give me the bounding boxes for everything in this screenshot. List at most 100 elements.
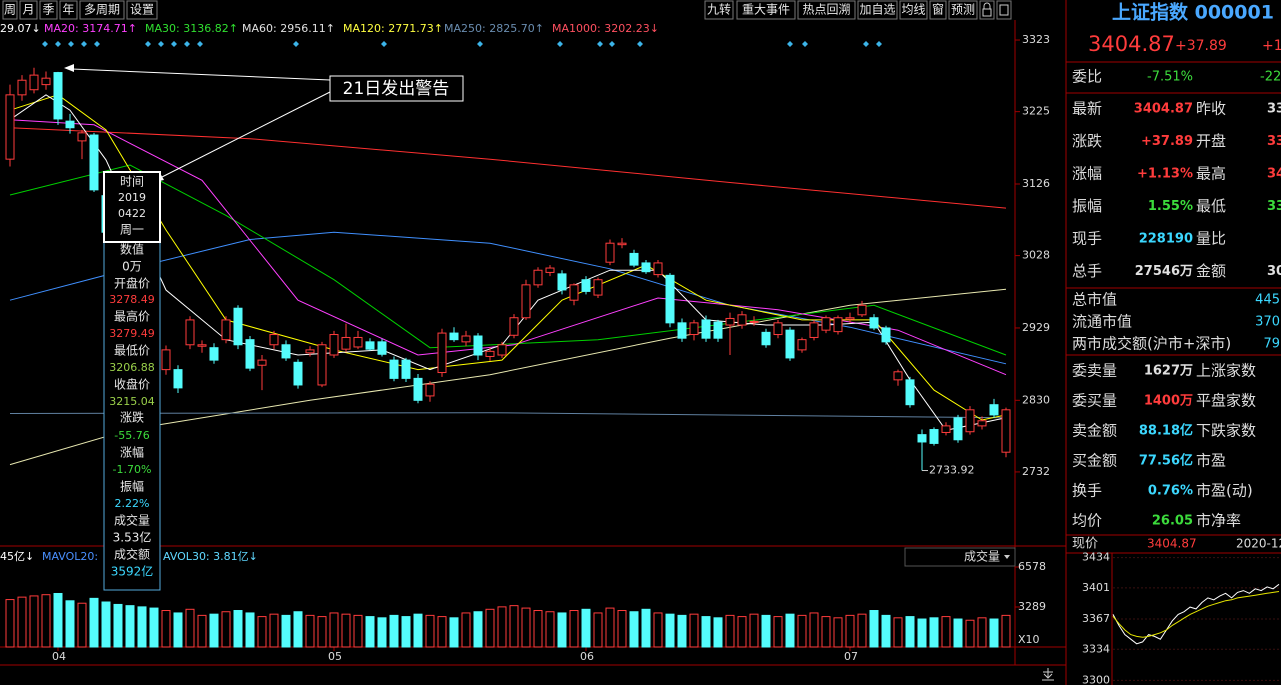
volume-bar xyxy=(401,616,411,648)
y-tick-label: 2732 xyxy=(1022,465,1050,478)
volume-bar xyxy=(197,614,207,648)
volume-bar xyxy=(653,612,663,648)
quote-label: 换手 xyxy=(1072,482,1102,500)
candle-body xyxy=(701,319,711,339)
ma-legend: MA30: 3136.82↑ xyxy=(145,22,238,35)
tooltip-value: 3592亿 xyxy=(111,564,154,579)
toolbar-button[interactable] xyxy=(899,0,928,20)
candle-body xyxy=(401,359,411,379)
toolbar-button[interactable] xyxy=(19,0,38,20)
toolbar-button[interactable] xyxy=(948,0,978,20)
toolbar-label[interactable]: 年 xyxy=(62,3,74,17)
lock-button[interactable] xyxy=(979,0,995,20)
volume-bar xyxy=(905,616,915,648)
toolbar-label[interactable]: 预测 xyxy=(951,3,975,17)
quote-label: 最新 xyxy=(1072,100,1102,118)
signal-marker xyxy=(557,41,563,47)
tooltip-label: 成交额 xyxy=(114,547,150,562)
candle-body xyxy=(461,335,471,343)
toolbar-label[interactable]: 窗 xyxy=(932,3,944,17)
candle-body xyxy=(389,359,399,379)
volume-bar xyxy=(509,605,519,648)
tooltip-label: 时间 xyxy=(120,175,144,189)
x-tick-label: 05 xyxy=(328,650,342,663)
quote-label: 平盘家数 xyxy=(1196,392,1256,410)
selector-box[interactable] xyxy=(904,547,1016,567)
candle-body xyxy=(317,344,327,386)
candle-body xyxy=(1001,409,1011,453)
ma-legend: MA1000: 3202.23↓ xyxy=(552,22,659,35)
volume-bar xyxy=(497,606,507,648)
volume-bar xyxy=(389,614,399,648)
tooltip-value: 3215.04 xyxy=(109,395,155,408)
quote-value: 30 xyxy=(1267,264,1281,279)
quote-label: 流通市值 xyxy=(1072,313,1132,331)
signal-marker xyxy=(158,41,164,47)
toolbar-label[interactable]: 设置 xyxy=(130,3,154,17)
toolbar-label[interactable]: 季 xyxy=(42,3,54,17)
toolbar-button[interactable] xyxy=(857,0,898,20)
quote-value: 33 xyxy=(1267,102,1281,117)
toolbar-label[interactable]: 月 xyxy=(22,3,34,17)
candle-body xyxy=(521,284,531,319)
candle-body xyxy=(329,334,339,356)
toolbar-button[interactable] xyxy=(59,0,78,20)
volume-bar xyxy=(77,602,87,648)
tooltip-label: 振幅 xyxy=(120,479,144,494)
toolbar-label[interactable]: 加自选 xyxy=(859,3,895,17)
candle-body xyxy=(29,74,39,91)
toolbar-button[interactable] xyxy=(929,0,947,20)
toolbar-button[interactable] xyxy=(797,0,856,20)
signal-marker xyxy=(477,41,483,47)
volume-bar xyxy=(209,613,219,648)
toolbar-button[interactable] xyxy=(39,0,58,20)
volume-bar xyxy=(725,614,735,648)
mini-price: 3404.87 xyxy=(1147,537,1197,551)
dropdown-icon xyxy=(1004,555,1010,559)
toolbar-button[interactable] xyxy=(704,0,734,20)
toolbar-label[interactable]: 热点回溯 xyxy=(802,2,850,17)
download-icon[interactable] xyxy=(1042,668,1054,681)
volume-bar xyxy=(137,606,147,648)
volume-bar xyxy=(845,614,855,648)
volume-bar xyxy=(437,616,447,648)
toolbar-label[interactable]: 均线 xyxy=(901,3,925,17)
toolbar-label[interactable]: 多周期 xyxy=(84,3,120,17)
signal-marker xyxy=(637,41,643,47)
y-tick-label: 3334 xyxy=(1082,642,1110,655)
volume-bar xyxy=(521,607,531,648)
selector-label[interactable]: 成交量 xyxy=(964,549,1000,564)
quote-label: 市净率 xyxy=(1196,512,1241,530)
volume-bar xyxy=(161,610,171,648)
toolbar-button[interactable] xyxy=(79,0,125,20)
tooltip-label: 最高价 xyxy=(114,309,150,324)
y-tick-label: 3367 xyxy=(1082,612,1110,625)
volume-bar xyxy=(29,595,39,648)
toolbar-button[interactable] xyxy=(2,0,18,20)
window-button[interactable] xyxy=(996,0,1012,20)
volume-bar xyxy=(761,614,771,648)
tooltip-value: 3206.88 xyxy=(109,361,155,374)
quote-label: 市盈 xyxy=(1196,452,1226,470)
quote-label: 最高 xyxy=(1196,165,1226,183)
tooltip-label: 涨幅 xyxy=(120,445,144,460)
candle-body xyxy=(557,273,567,291)
volume-bar xyxy=(557,612,567,648)
candle-body xyxy=(641,262,651,273)
candle-body xyxy=(893,371,903,381)
candle-body xyxy=(821,317,831,331)
toolbar-label[interactable]: 重大事件 xyxy=(742,3,790,17)
toolbar-label[interactable]: 周 xyxy=(4,3,16,17)
quote-value: 1.55% xyxy=(1148,199,1193,214)
volume-bar xyxy=(785,613,795,648)
volume-bar xyxy=(329,612,339,648)
volume-bar xyxy=(113,603,123,648)
toolbar-button[interactable] xyxy=(126,0,158,20)
volume-bar xyxy=(185,608,195,648)
toolbar-button[interactable] xyxy=(736,0,796,20)
quote-value: 370 xyxy=(1255,315,1280,330)
toolbar-label[interactable]: 九转 xyxy=(707,2,731,17)
signal-marker xyxy=(609,41,615,47)
volume-bar xyxy=(569,610,579,648)
